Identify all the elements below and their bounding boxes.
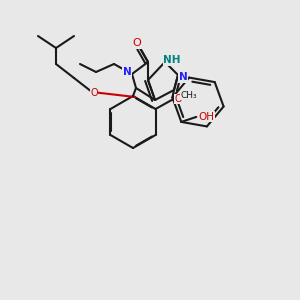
Text: CH₃: CH₃ bbox=[180, 91, 197, 100]
Text: N: N bbox=[123, 67, 131, 77]
Text: NH: NH bbox=[163, 55, 181, 65]
Text: N: N bbox=[178, 72, 188, 82]
Text: O: O bbox=[133, 38, 141, 48]
Text: OH: OH bbox=[198, 112, 214, 122]
Text: O: O bbox=[175, 94, 182, 104]
Text: O: O bbox=[90, 88, 98, 98]
